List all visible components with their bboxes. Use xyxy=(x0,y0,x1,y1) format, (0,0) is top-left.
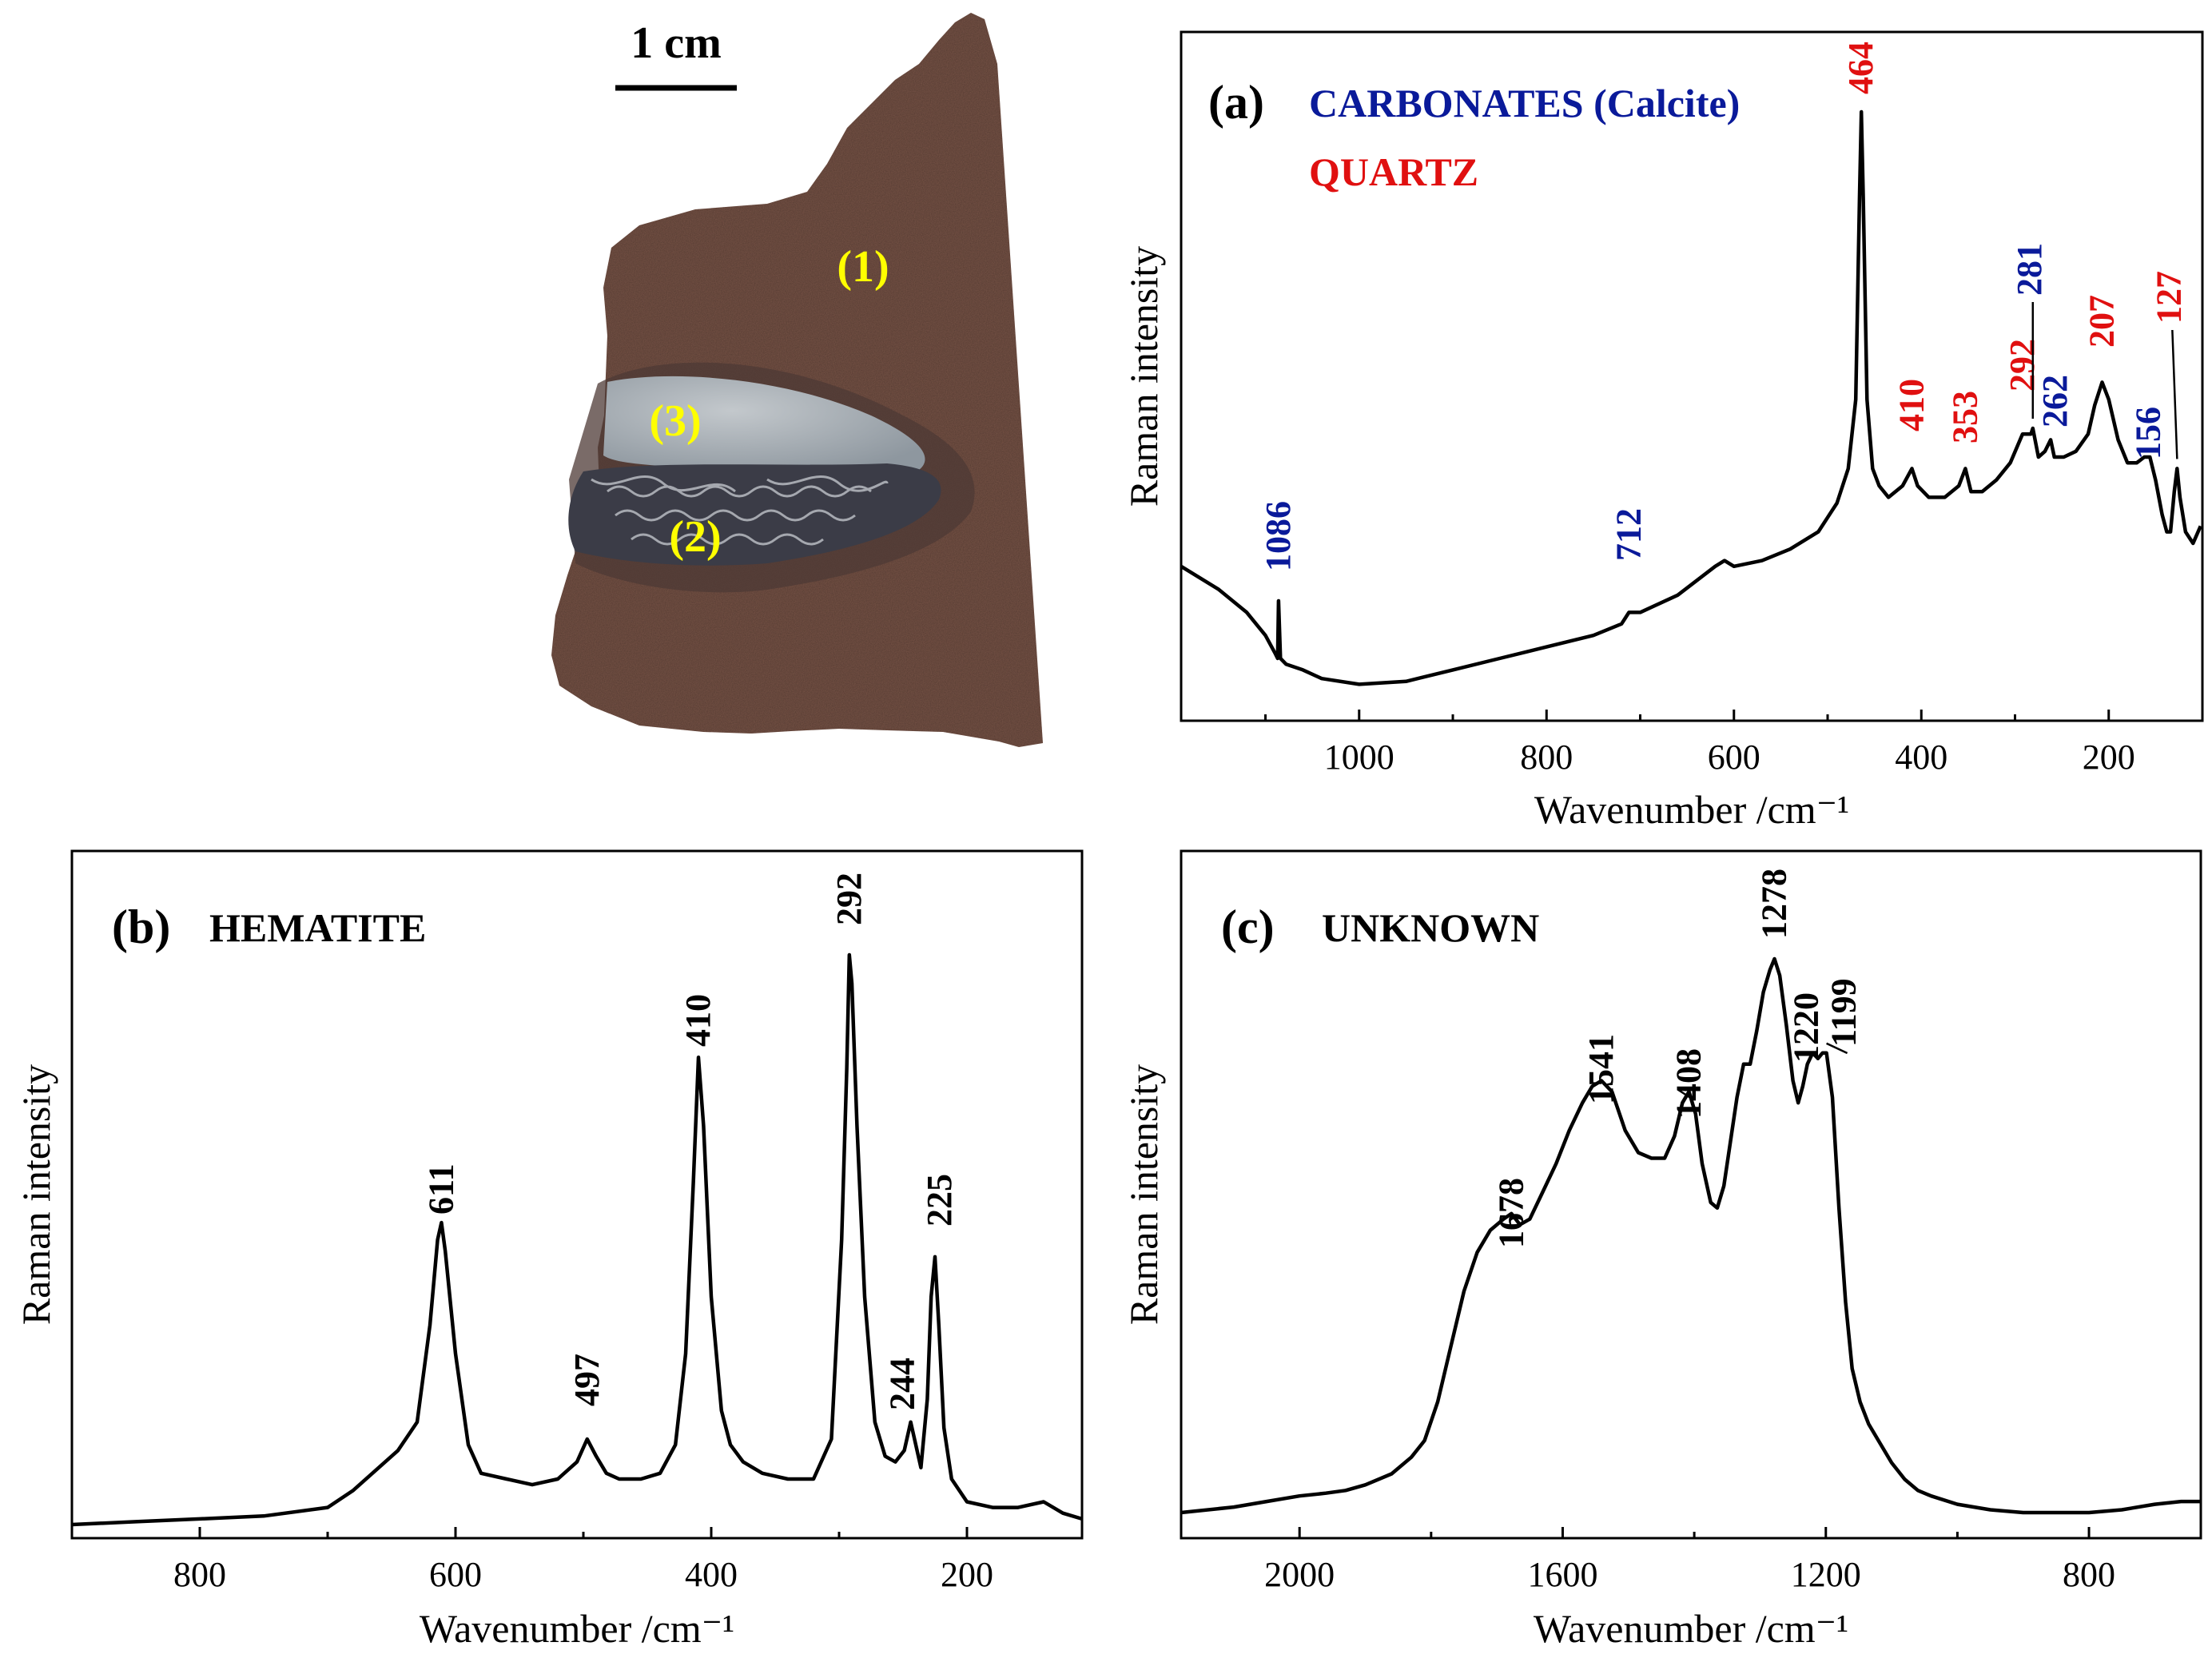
panel-b-peak-label-611: 611 xyxy=(421,1163,460,1215)
panel-a-x-tick-label: 1000 xyxy=(1324,738,1394,777)
panel-b-peak-label-244: 244 xyxy=(883,1358,922,1410)
panel-c-x-tick-label: 1600 xyxy=(1527,1555,1597,1594)
panel-c-title: UNKNOWN xyxy=(1322,905,1539,950)
panel-a-peak-label-712: 712 xyxy=(1609,508,1648,561)
panel-a-peak-label-410: 410 xyxy=(1892,379,1932,431)
panel-b-peak-label-497: 497 xyxy=(567,1354,607,1406)
panel-b-x-tick-label: 600 xyxy=(429,1555,482,1594)
grey-lens xyxy=(603,376,925,475)
panel-c-chart: (c) UNKNOWN Raman intensity Wavenumber /… xyxy=(1121,849,2202,1651)
panel-a-chart: (a) CARBONATES (Calcite) QUARTZ Raman in… xyxy=(1121,30,2204,832)
panel-b-x-axis-label: Wavenumber /cm⁻¹ xyxy=(420,1606,734,1651)
scale-bar-label: 1 cm xyxy=(631,18,722,68)
region-label-1: (1) xyxy=(837,242,889,292)
panel-a-title-carbonates: CARBONATES (Calcite) xyxy=(1309,81,1740,125)
panel-a-peak-label-292: 292 xyxy=(2003,339,2042,392)
panel-a-x-tick-label: 200 xyxy=(2083,738,2135,777)
panel-a-frame xyxy=(1180,30,2204,722)
panel-c-x-tick-label: 800 xyxy=(2063,1555,2115,1594)
crust-veins xyxy=(591,475,889,546)
panel-c-peak-leader-1199 xyxy=(1826,1042,1848,1055)
panel-c-peak-label-1408: 1408 xyxy=(1669,1048,1709,1119)
panel-a-x-axis-label: Wavenumber /cm⁻¹ xyxy=(1534,787,1849,832)
panel-b-peak-label-292: 292 xyxy=(830,873,869,925)
panel-b-peak-label-225: 225 xyxy=(920,1174,959,1227)
panel-b-y-axis-label: Raman intensity xyxy=(14,1064,58,1325)
panel-a-peak-label-207: 207 xyxy=(2083,295,2122,348)
panel-b-x-tick-label: 400 xyxy=(685,1555,738,1594)
panel-c-x-tick-label: 1200 xyxy=(1791,1555,1861,1594)
panel-b-frame xyxy=(70,849,1084,1540)
panel-c-peak-label-1220: 1220 xyxy=(1786,992,1825,1063)
panel-c-spectrum-line xyxy=(1180,956,2201,1515)
panel-b-spectrum-line xyxy=(71,952,1083,1527)
panel-c-peak-label-1199: 1199 xyxy=(1824,978,1864,1047)
panel-b-title: HEMATITE xyxy=(209,905,426,950)
panel-a-title-quartz: QUARTZ xyxy=(1309,149,1478,194)
panel-c-frame xyxy=(1180,849,2202,1540)
panel-a-peak-label-464: 464 xyxy=(1841,42,1880,94)
panel-a-x-tick-label: 400 xyxy=(1895,738,1947,777)
panel-b-peak-label-410: 410 xyxy=(678,994,718,1047)
region-label-3: (3) xyxy=(649,396,701,446)
panel-a-y-axis-label: Raman intensity xyxy=(1121,246,1166,507)
panel-a-peak-label-1086: 1086 xyxy=(1259,501,1298,571)
panel-a-x-tick-label: 600 xyxy=(1708,738,1760,777)
panel-c-x-axis-label: Wavenumber /cm⁻¹ xyxy=(1534,1606,1848,1651)
panel-c-y-axis-label: Raman intensity xyxy=(1121,1064,1166,1325)
panel-a-peak-leader-127 xyxy=(2171,329,2178,459)
panel-c-label: (c) xyxy=(1221,901,1275,953)
sample-photo: 1 cm (1) (3) (2) xyxy=(551,13,1043,747)
panel-c-x-tick-label: 2000 xyxy=(1264,1555,1335,1594)
panel-a-peak-label-353: 353 xyxy=(1945,391,1984,443)
panel-a-peak-label-262: 262 xyxy=(2035,375,2075,427)
panel-a-peak-label-127: 127 xyxy=(2149,271,2188,324)
panel-b-x-tick-label: 800 xyxy=(173,1555,226,1594)
panel-a-peak-label-156: 156 xyxy=(2128,407,2167,459)
panel-c-peak-label-1278: 1278 xyxy=(1755,869,1794,939)
panel-a-x-tick-label: 800 xyxy=(1520,738,1573,777)
region-label-2: (2) xyxy=(669,512,721,562)
panel-b-chart: (b) HEMATITE Raman intensity Wavenumber … xyxy=(14,849,1084,1651)
panel-a-peak-label-281: 281 xyxy=(2010,243,2049,296)
panel-b-x-tick-label: 200 xyxy=(941,1555,993,1594)
panel-a-spectrum-line xyxy=(1180,109,2202,686)
panel-a-label: (a) xyxy=(1208,76,1264,129)
panel-b-label: (b) xyxy=(112,901,170,953)
